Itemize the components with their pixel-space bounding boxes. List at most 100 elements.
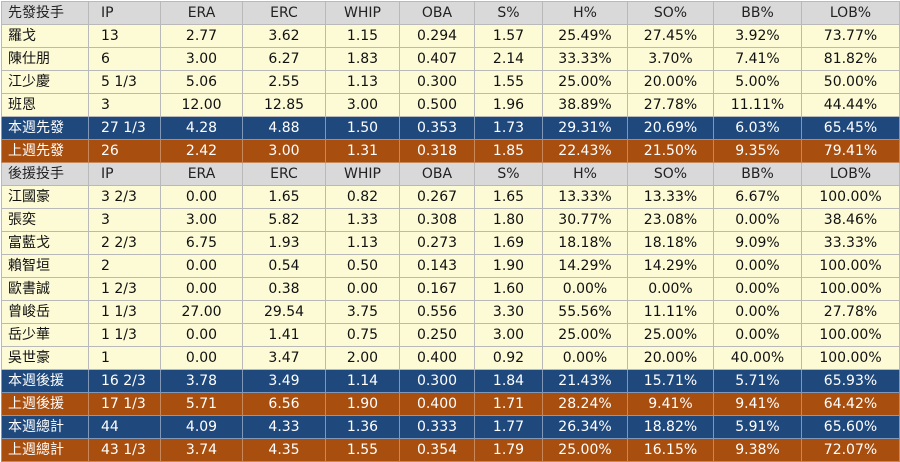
cell-ip: 16 2/3 (88, 369, 161, 393)
cell-name: 張奕 (1, 208, 89, 232)
cell-name: 歐書誠 (1, 277, 89, 301)
cell-s-pct: 1.85 (474, 139, 543, 163)
cell-lob-pct: 73.77% (801, 24, 900, 48)
cell-s-pct: 1.71 (474, 392, 543, 416)
cell-oba: 0.400 (399, 346, 475, 370)
cell-erc: ERC (242, 1, 326, 25)
cell-so-pct: 20.00% (627, 70, 714, 94)
cell-oba: 0.294 (399, 24, 475, 48)
cell-oba: 0.333 (399, 415, 475, 439)
cell-era: 6.75 (160, 231, 243, 255)
cell-era: 3.74 (160, 438, 243, 462)
cell-ip: 17 1/3 (88, 392, 161, 416)
cell-era: 5.71 (160, 392, 243, 416)
table-row: 陳仕朋 6 3.00 6.27 1.83 0.407 2.14 33.33% 3.70% 7.41… (1, 47, 900, 71)
cell-ip: 3 (88, 93, 161, 117)
cell-whip: 1.33 (325, 208, 400, 232)
cell-erc: 4.35 (242, 438, 326, 462)
cell-s-pct: 1.69 (474, 231, 543, 255)
cell-bb-pct: 40.00% (713, 346, 802, 370)
cell-name: 班恩 (1, 93, 89, 117)
cell-s-pct: S% (474, 162, 543, 186)
cell-h-pct: 55.56% (542, 300, 628, 324)
cell-s-pct: 3.30 (474, 300, 543, 324)
cell-s-pct: 1.57 (474, 24, 543, 48)
cell-bb-pct: 0.00% (713, 277, 802, 301)
cell-h-pct: 26.34% (542, 415, 628, 439)
cell-erc: 3.62 (242, 24, 326, 48)
cell-ip: 1 1/3 (88, 300, 161, 324)
cell-oba: 0.556 (399, 300, 475, 324)
cell-whip: 0.82 (325, 185, 400, 209)
cell-h-pct: 33.33% (542, 47, 628, 71)
cell-ip: 1 (88, 346, 161, 370)
cell-era: 0.00 (160, 185, 243, 209)
cell-lob-pct: 33.33% (801, 231, 900, 255)
cell-h-pct: 13.33% (542, 185, 628, 209)
cell-bb-pct: 9.09% (713, 231, 802, 255)
cell-bb-pct: 6.67% (713, 185, 802, 209)
cell-bb-pct: BB% (713, 162, 802, 186)
cell-ip: 6 (88, 47, 161, 71)
table-row: 班恩 3 12.00 12.85 3.00 0.500 1.96 38.89% 27.78% 11… (1, 93, 900, 117)
cell-name: 陳仕朋 (1, 47, 89, 71)
cell-h-pct: 0.00% (542, 346, 628, 370)
cell-whip: 3.00 (325, 93, 400, 117)
cell-bb-pct: 9.35% (713, 139, 802, 163)
cell-s-pct: 1.77 (474, 415, 543, 439)
cell-whip: 1.13 (325, 231, 400, 255)
cell-bb-pct: 0.00% (713, 208, 802, 232)
cell-name: 江國豪 (1, 185, 89, 209)
cell-lob-pct: 38.46% (801, 208, 900, 232)
cell-lob-pct: 79.41% (801, 139, 900, 163)
cell-so-pct: SO% (627, 1, 714, 25)
cell-name: 曾峻岳 (1, 300, 89, 324)
cell-lob-pct: 72.07% (801, 438, 900, 462)
cell-h-pct: 25.00% (542, 323, 628, 347)
cell-erc: 29.54 (242, 300, 326, 324)
cell-lob-pct: 65.93% (801, 369, 900, 393)
cell-bb-pct: 9.41% (713, 392, 802, 416)
cell-era: 4.28 (160, 116, 243, 140)
cell-whip: 1.50 (325, 116, 400, 140)
cell-s-pct: 1.60 (474, 277, 543, 301)
table-row: 吳世豪 1 0.00 3.47 2.00 0.400 0.92 0.00% 20.00% 40.0… (1, 346, 900, 370)
cell-bb-pct: 5.00% (713, 70, 802, 94)
cell-whip: 1.55 (325, 438, 400, 462)
cell-so-pct: 20.69% (627, 116, 714, 140)
cell-oba: OBA (399, 162, 475, 186)
cell-erc: 3.49 (242, 369, 326, 393)
cell-so-pct: 23.08% (627, 208, 714, 232)
cell-whip: 0.00 (325, 277, 400, 301)
cell-erc: 3.47 (242, 346, 326, 370)
cell-oba: 0.354 (399, 438, 475, 462)
cell-so-pct: 18.82% (627, 415, 714, 439)
cell-so-pct: 21.50% (627, 139, 714, 163)
cell-lob-pct: 65.45% (801, 116, 900, 140)
cell-so-pct: 9.41% (627, 392, 714, 416)
cell-so-pct: 3.70% (627, 47, 714, 71)
cell-whip: 0.75 (325, 323, 400, 347)
cell-name: 上週後援 (1, 392, 89, 416)
cell-lob-pct: 100.00% (801, 254, 900, 278)
cell-name: 上週總計 (1, 438, 89, 462)
table-row: 岳少華 1 1/3 0.00 1.41 0.75 0.250 3.00 25.00% 25.00… (1, 323, 900, 347)
cell-whip: 1.15 (325, 24, 400, 48)
cell-oba: 0.250 (399, 323, 475, 347)
cell-so-pct: 11.11% (627, 300, 714, 324)
cell-name: 富藍戈 (1, 231, 89, 255)
cell-lob-pct: LOB% (801, 162, 900, 186)
cell-whip: 1.13 (325, 70, 400, 94)
cell-bb-pct: 0.00% (713, 323, 802, 347)
cell-era: 0.00 (160, 323, 243, 347)
cell-ip: 27 1/3 (88, 116, 161, 140)
cell-erc: 1.41 (242, 323, 326, 347)
cell-name: 吳世豪 (1, 346, 89, 370)
totals-last-week-row: 上週總計 43 1/3 3.74 4.35 1.55 0.354 1.79 25.00% 16.… (1, 438, 900, 462)
cell-so-pct: 27.45% (627, 24, 714, 48)
cell-era: 12.00 (160, 93, 243, 117)
cell-erc: 4.33 (242, 415, 326, 439)
cell-s-pct: S% (474, 1, 543, 25)
cell-erc: 4.88 (242, 116, 326, 140)
